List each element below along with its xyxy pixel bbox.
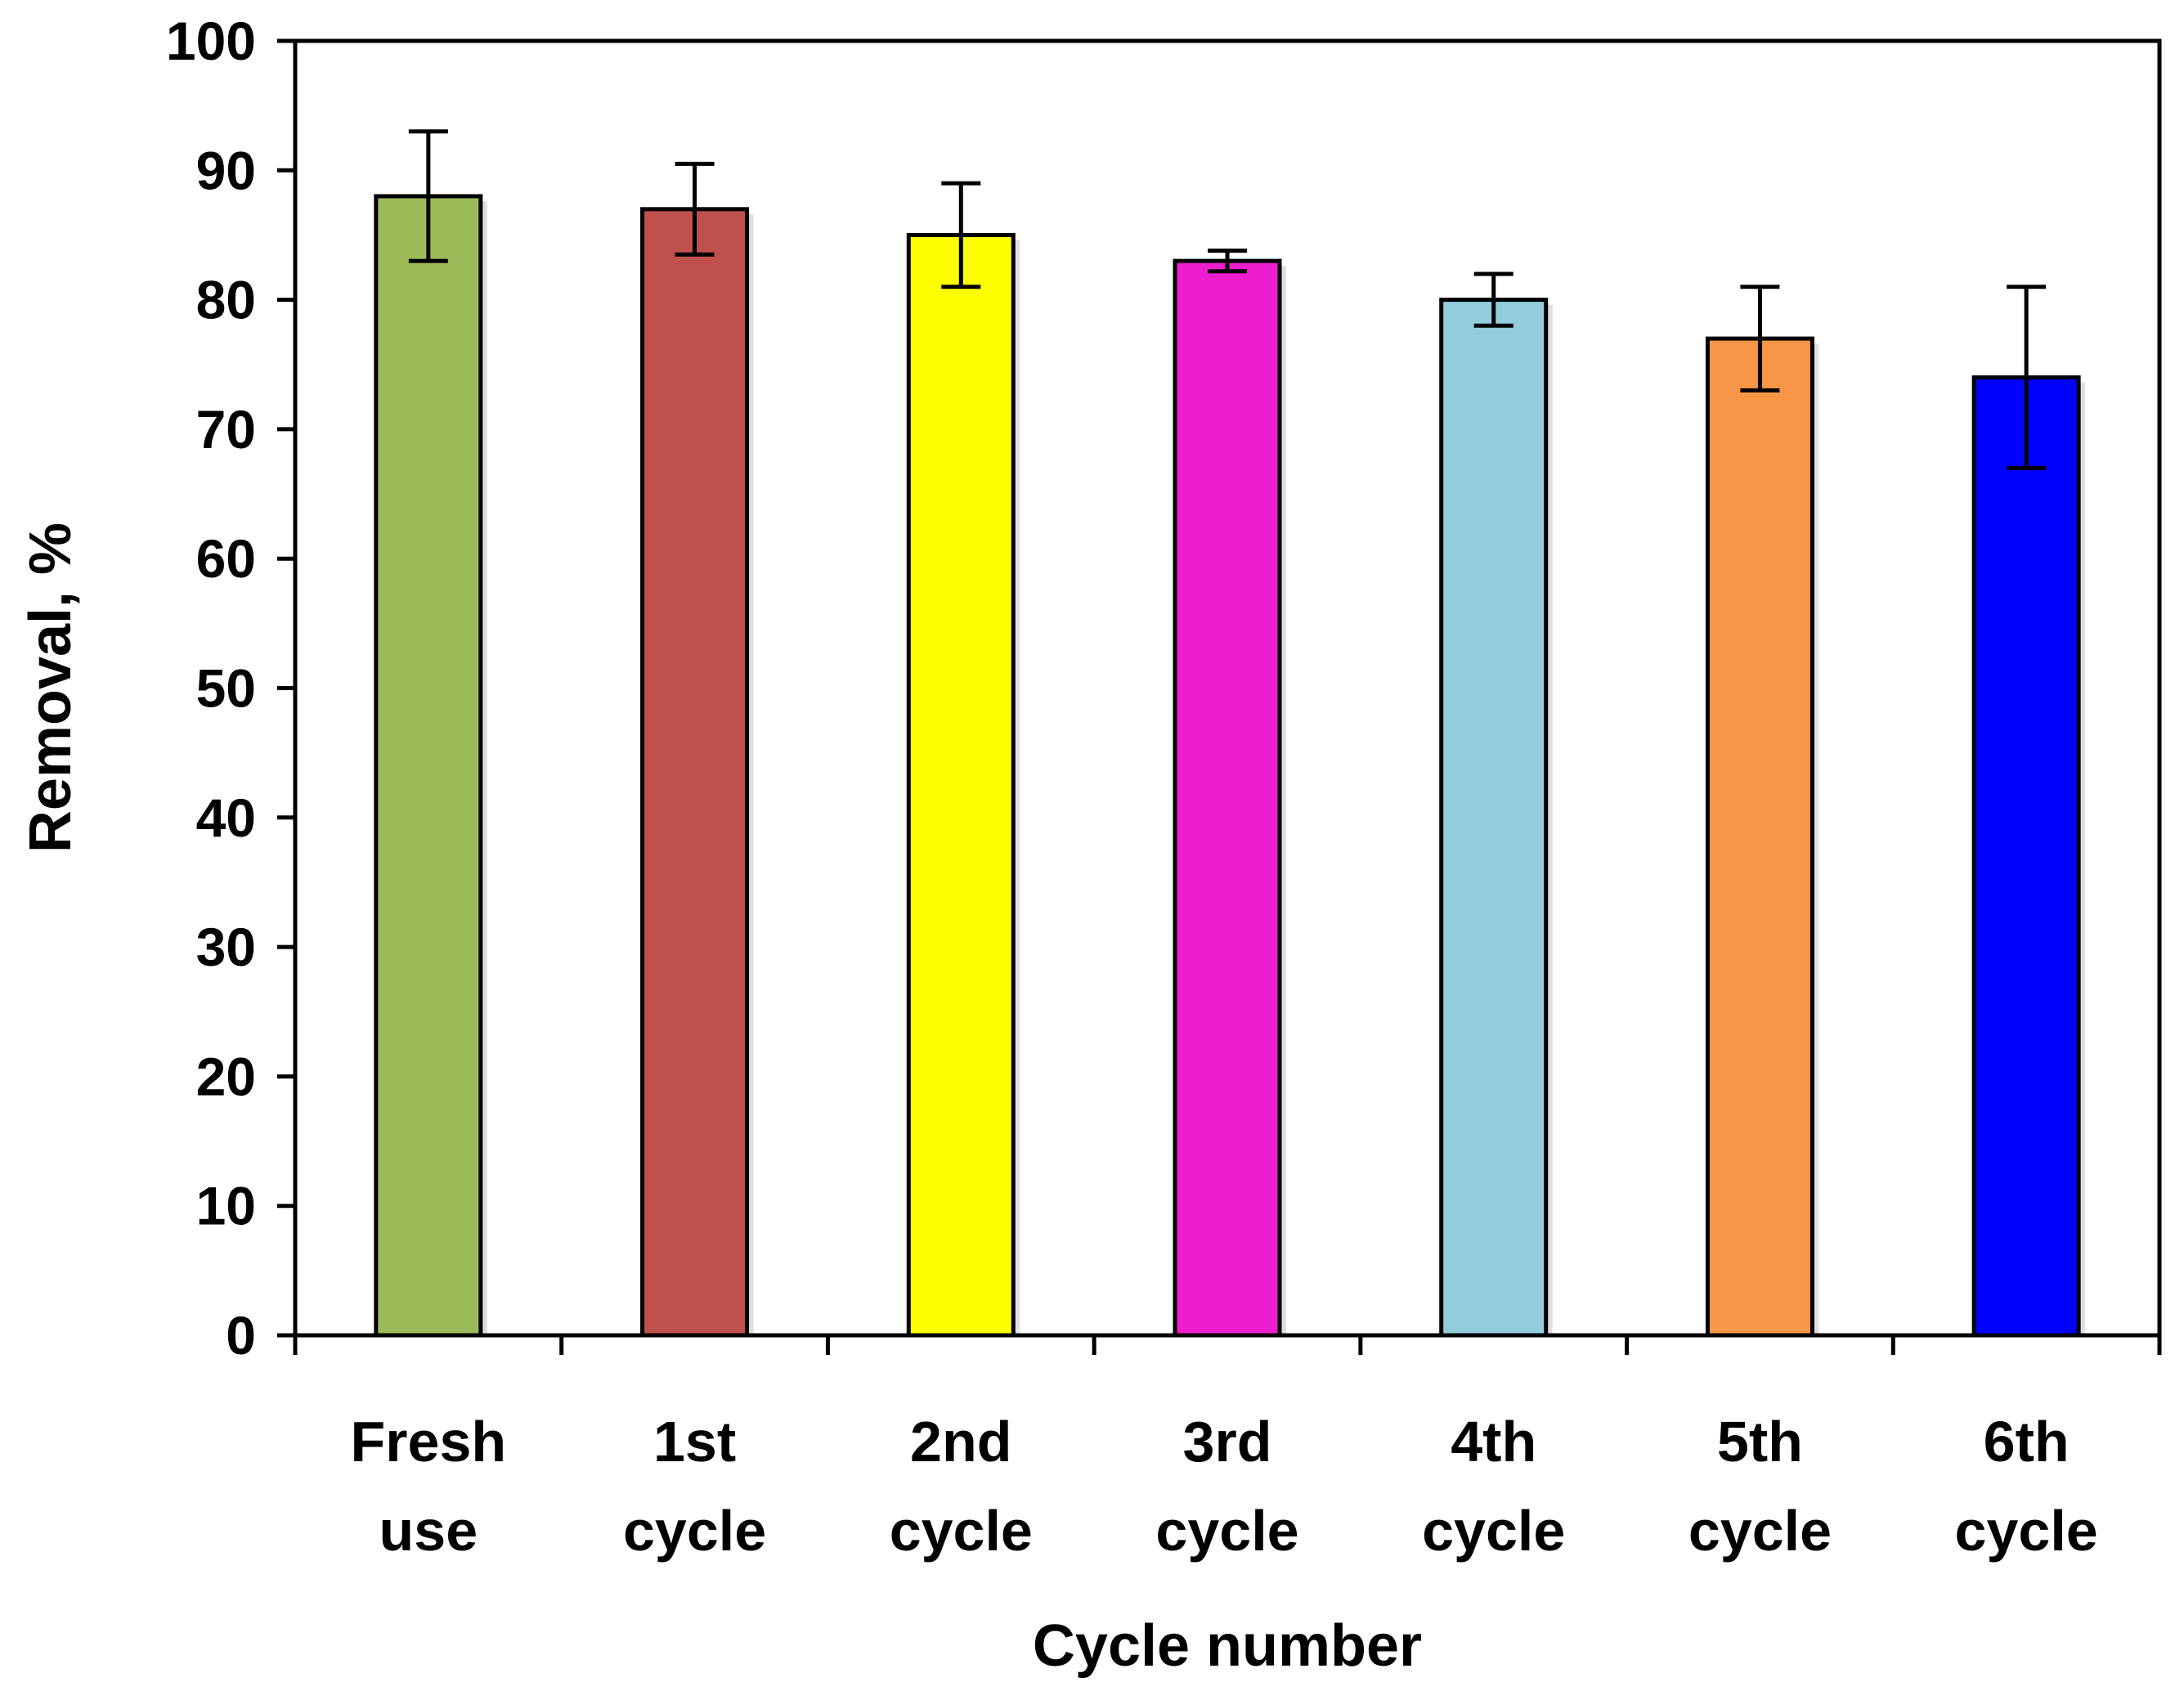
x-category-label: cycle [1688, 1499, 1832, 1563]
x-category-label: 1st [653, 1410, 736, 1473]
y-tick-label: 70 [196, 399, 256, 460]
bars-layer [374, 194, 2086, 1338]
x-category-label: cycle [1422, 1499, 1565, 1563]
x-axis-title: Cycle number [1033, 1613, 1422, 1679]
bar [1705, 336, 1814, 1338]
x-category-label: 6th [1984, 1410, 2070, 1473]
x-category-label: 4th [1451, 1410, 1536, 1473]
y-tick-label: 90 [196, 140, 256, 200]
y-tick-label: 0 [226, 1305, 256, 1366]
x-category-label: 2nd [910, 1410, 1011, 1473]
y-tick-label: 80 [196, 270, 256, 330]
y-tick-label: 50 [196, 658, 256, 719]
y-tick-label: 40 [196, 787, 256, 848]
x-axis: Fresh use 1st cycle 2nd cycle 3rd cycle 4th cycle… [293, 1335, 2162, 1563]
x-category-label: 5th [1717, 1410, 1803, 1473]
bar [1173, 258, 1282, 1338]
x-category-label: cycle [1955, 1499, 2098, 1563]
errorbars-layer [408, 129, 2047, 470]
bar [374, 194, 483, 1338]
bar [906, 232, 1016, 1338]
y-tick-label: 100 [166, 11, 256, 71]
x-category-label: Fresh [351, 1410, 507, 1473]
x-category-label: use [379, 1499, 478, 1563]
x-category-label: cycle [1155, 1499, 1298, 1563]
y-tick-label: 60 [196, 528, 256, 589]
bar [1439, 298, 1549, 1338]
x-category-label: 3rd [1183, 1410, 1272, 1473]
y-tick-label: 20 [196, 1046, 256, 1106]
bar [1971, 375, 2081, 1338]
y-tick-label: 10 [196, 1176, 256, 1236]
x-category-label: cycle [623, 1499, 766, 1563]
y-tick-label: 30 [196, 917, 256, 977]
x-category-label: cycle [890, 1499, 1033, 1563]
y-axis-title: Removal, % [18, 523, 83, 853]
y-axis: 0 10 20 30 40 50 60 70 80 90 100 [166, 11, 295, 1366]
bar [640, 207, 750, 1338]
